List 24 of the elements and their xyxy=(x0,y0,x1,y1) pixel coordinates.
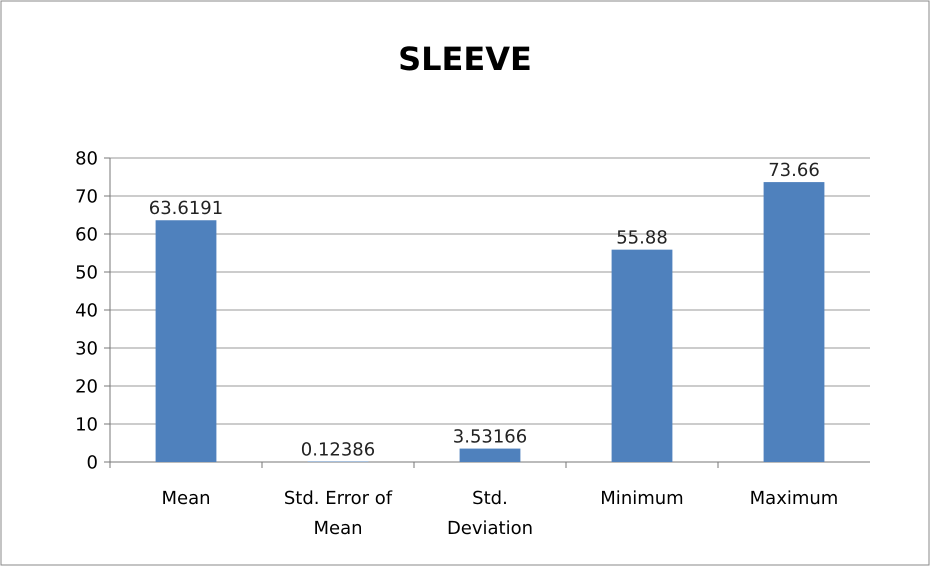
data-label: 73.66 xyxy=(768,160,820,182)
bar xyxy=(612,250,672,462)
bar xyxy=(156,220,216,462)
y-tick-label: 70 xyxy=(75,186,98,208)
x-tick-label: Std. Deviation xyxy=(446,488,534,539)
x-tick-label: Minimum xyxy=(600,488,684,509)
y-tick-label: 40 xyxy=(75,300,98,322)
y-tick-label: 60 xyxy=(75,224,98,246)
data-label: 63.6191 xyxy=(148,198,224,220)
y-tick-label: 80 xyxy=(75,148,98,170)
data-label: 3.53166 xyxy=(452,426,528,448)
bar xyxy=(764,182,824,462)
x-tick-label: Std. Error of Mean xyxy=(284,488,393,539)
y-tick-label: 10 xyxy=(75,414,98,436)
y-tick-label: 30 xyxy=(75,338,98,360)
bar xyxy=(460,448,520,462)
y-tick-label: 20 xyxy=(75,376,98,398)
data-label: 0.12386 xyxy=(300,440,376,461)
y-tick-label: 0 xyxy=(86,452,98,474)
y-tick-label: 50 xyxy=(75,262,98,284)
x-tick-label: Mean xyxy=(161,488,211,509)
x-tick-label: Maximum xyxy=(750,488,838,509)
data-label: 55.88 xyxy=(616,228,668,249)
chart-title: SLEEVE xyxy=(398,40,532,78)
